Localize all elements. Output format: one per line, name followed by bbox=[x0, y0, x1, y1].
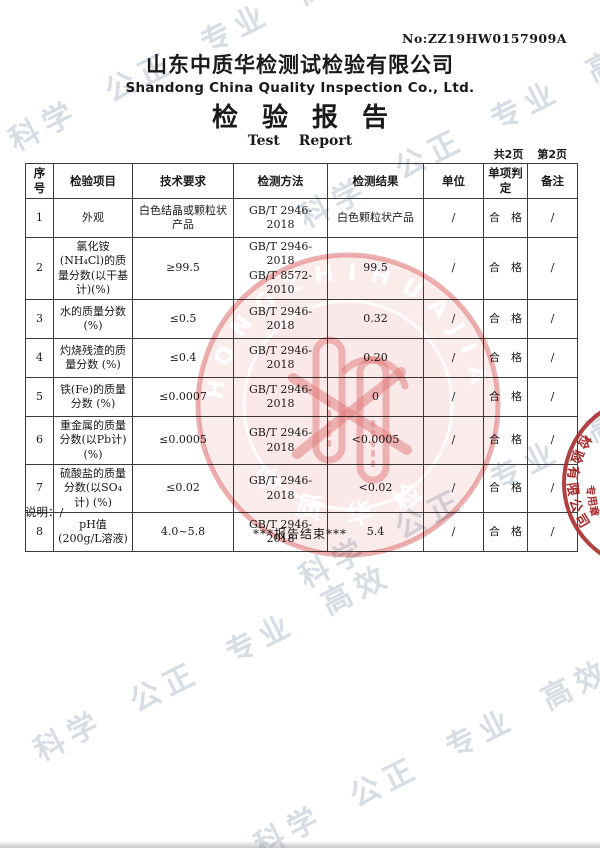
company-name-cn: 山东中质华检测试检验有限公司 bbox=[146, 53, 454, 77]
table-cell: pH值 (200g/L溶液) bbox=[53, 511, 133, 552]
table-cell: <0.02 bbox=[327, 464, 424, 513]
table-cell: 重金属的质量分数(以Pb计) (%) bbox=[53, 416, 133, 466]
table-row: 2 氯化铵(NH₄Cl)的质量分数(以干基计)(%) ≥99.5 GB/T 2946-… bbox=[25, 236, 578, 301]
table-cell: 合 格 bbox=[483, 416, 528, 466]
column-header: 检验项目 bbox=[53, 163, 133, 199]
table-cell: 0.20 bbox=[327, 338, 424, 379]
table-cell: 2 bbox=[25, 236, 54, 301]
table-row: 4 灼烧残渣的质量分数 (%) ≤0.4 GB/T 2946-2018 0.20/合 格… bbox=[25, 338, 578, 379]
table-row: 7 硫酸盐的质量分数(以SO₄计) (%) ≤0.02 GB/T 2946-2018 <… bbox=[25, 464, 578, 513]
table-cell: / bbox=[423, 299, 484, 340]
table-cell: GB/T 2946-2018 bbox=[233, 198, 328, 238]
company-name-en: Shandong China Quality Inspection Co., L… bbox=[125, 80, 475, 96]
column-header: 技术要求 bbox=[132, 163, 234, 199]
table-cell: 合 格 bbox=[483, 299, 528, 340]
table-cell: 5 bbox=[25, 377, 54, 418]
table-cell: / bbox=[527, 236, 578, 301]
table-header-row: 序号 检验项目 技术要求 检测方法 检测结果 单位 单项判定 备注 bbox=[25, 163, 578, 199]
table-cell: 99.5 bbox=[327, 236, 424, 301]
table-cell: / bbox=[423, 236, 484, 301]
table-cell: ≤0.0007 bbox=[132, 377, 234, 418]
table-cell: 合 格 bbox=[483, 377, 528, 418]
table-cell: 铁(Fe)的质量分数 (%) bbox=[53, 377, 133, 418]
column-header: 检测结果 bbox=[327, 163, 424, 199]
table-cell: <0.0005 bbox=[327, 416, 424, 466]
table-cell: GB/T 2946-2018 bbox=[233, 338, 328, 379]
table-cell: 6 bbox=[25, 416, 54, 466]
report-number: No:ZZ19HW0157909A bbox=[402, 31, 567, 46]
table-cell: 0 bbox=[327, 377, 424, 418]
report-title-en: Test Report bbox=[247, 133, 353, 149]
table-cell: GB/T 2946-2018 bbox=[233, 377, 328, 418]
edge-seal-sub-text: 专用章 bbox=[583, 484, 600, 518]
table-cell: / bbox=[423, 338, 484, 379]
table-cell: 1 bbox=[25, 198, 54, 238]
table-cell: / bbox=[423, 198, 484, 238]
table-cell: ≤0.4 bbox=[132, 338, 234, 379]
watermark-text: 科学 公正 专业 高效 bbox=[28, 557, 398, 769]
table-cell: / bbox=[423, 464, 484, 513]
column-header: 单项判定 bbox=[483, 163, 528, 199]
table-cell: ≤0.0005 bbox=[132, 416, 234, 466]
table-row: 6 重金属的质量分数(以Pb计) (%) ≤0.0005 GB/T 2946-2018… bbox=[25, 416, 578, 466]
inspection-table: 序号 检验项目 技术要求 检测方法 检测结果 单位 单项判定 备注 1 外观 白色结晶或颗粒状产品… bbox=[25, 163, 578, 552]
table-cell: ≥99.5 bbox=[132, 236, 234, 301]
table-cell: 8 bbox=[25, 511, 54, 552]
table-row: 3 水的质量分数 (%) ≤0.5 GB/T 2946-2018 0.32/合 格 / bbox=[25, 299, 578, 340]
column-header: 备注 bbox=[527, 163, 578, 199]
column-header: 检测方法 bbox=[233, 163, 328, 199]
table-cell: / bbox=[527, 377, 578, 418]
table-cell: 外观 bbox=[53, 198, 133, 238]
table-cell: 硫酸盐的质量分数(以SO₄计) (%) bbox=[53, 464, 133, 513]
table-cell: GB/T 2946-2018 bbox=[233, 416, 328, 466]
table-cell: GB/T 2946-2018 bbox=[233, 299, 328, 340]
page-count: 共2页 bbox=[493, 148, 524, 161]
table-row: 5 铁(Fe)的质量分数 (%) ≤0.0007 GB/T 2946-2018 0/合 … bbox=[25, 377, 578, 418]
note-line: 说明：/ bbox=[25, 505, 64, 519]
table-cell: / bbox=[423, 377, 484, 418]
table-cell: ≤0.5 bbox=[132, 299, 234, 340]
table-cell: 合 格 bbox=[483, 198, 528, 238]
table-cell: / bbox=[527, 338, 578, 379]
table-cell: 氯化铵(NH₄Cl)的质量分数(以干基计)(%) bbox=[53, 236, 133, 301]
table-row: 1 外观 白色结晶或颗粒状产品 GB/T 2946-2018 白色颗粒状产品 / 合 格 / bbox=[25, 198, 578, 238]
table-cell: GB/T 2946-2018 GB/T 8572-2010 bbox=[233, 236, 328, 301]
table-cell: ≤0.02 bbox=[132, 464, 234, 513]
table-cell: / bbox=[527, 198, 578, 238]
report-end-line: ***报告结束*** bbox=[252, 527, 347, 541]
table-cell: / bbox=[527, 299, 578, 340]
watermark-text: 科学 公正 专业 高效 bbox=[248, 652, 600, 848]
table-cell: 白色颗粒状产品 bbox=[327, 198, 424, 238]
table-cell: 合 格 bbox=[483, 236, 528, 301]
table-cell: 合 格 bbox=[483, 464, 528, 513]
column-header: 单位 bbox=[423, 163, 484, 199]
table-cell: 灼烧残渣的质量分数 (%) bbox=[53, 338, 133, 379]
table-cell: / bbox=[527, 416, 578, 466]
scan-edge-shadow bbox=[0, 841, 600, 848]
table-cell: / bbox=[423, 416, 484, 466]
table-cell: 水的质量分数 (%) bbox=[53, 299, 133, 340]
table-cell: 0.32 bbox=[327, 299, 424, 340]
table-cell: 3 bbox=[25, 299, 54, 340]
inspection-table-wrap: 序号 检验项目 技术要求 检测方法 检测结果 单位 单项判定 备注 1 外观 白色结晶或颗粒状产品… bbox=[25, 163, 578, 552]
table-cell: 白色结晶或颗粒状产品 bbox=[132, 198, 234, 238]
table-cell: 合 格 bbox=[483, 338, 528, 379]
table-cell: / bbox=[527, 464, 578, 513]
page-info: 共2页 第2页 bbox=[494, 146, 567, 162]
report-title-cn: 检验报告 bbox=[211, 103, 412, 133]
page-current: 第2页 bbox=[537, 148, 567, 161]
column-header: 序号 bbox=[25, 163, 54, 199]
table-cell: GB/T 2946-2018 bbox=[233, 464, 328, 513]
table-cell: 4 bbox=[25, 338, 54, 379]
